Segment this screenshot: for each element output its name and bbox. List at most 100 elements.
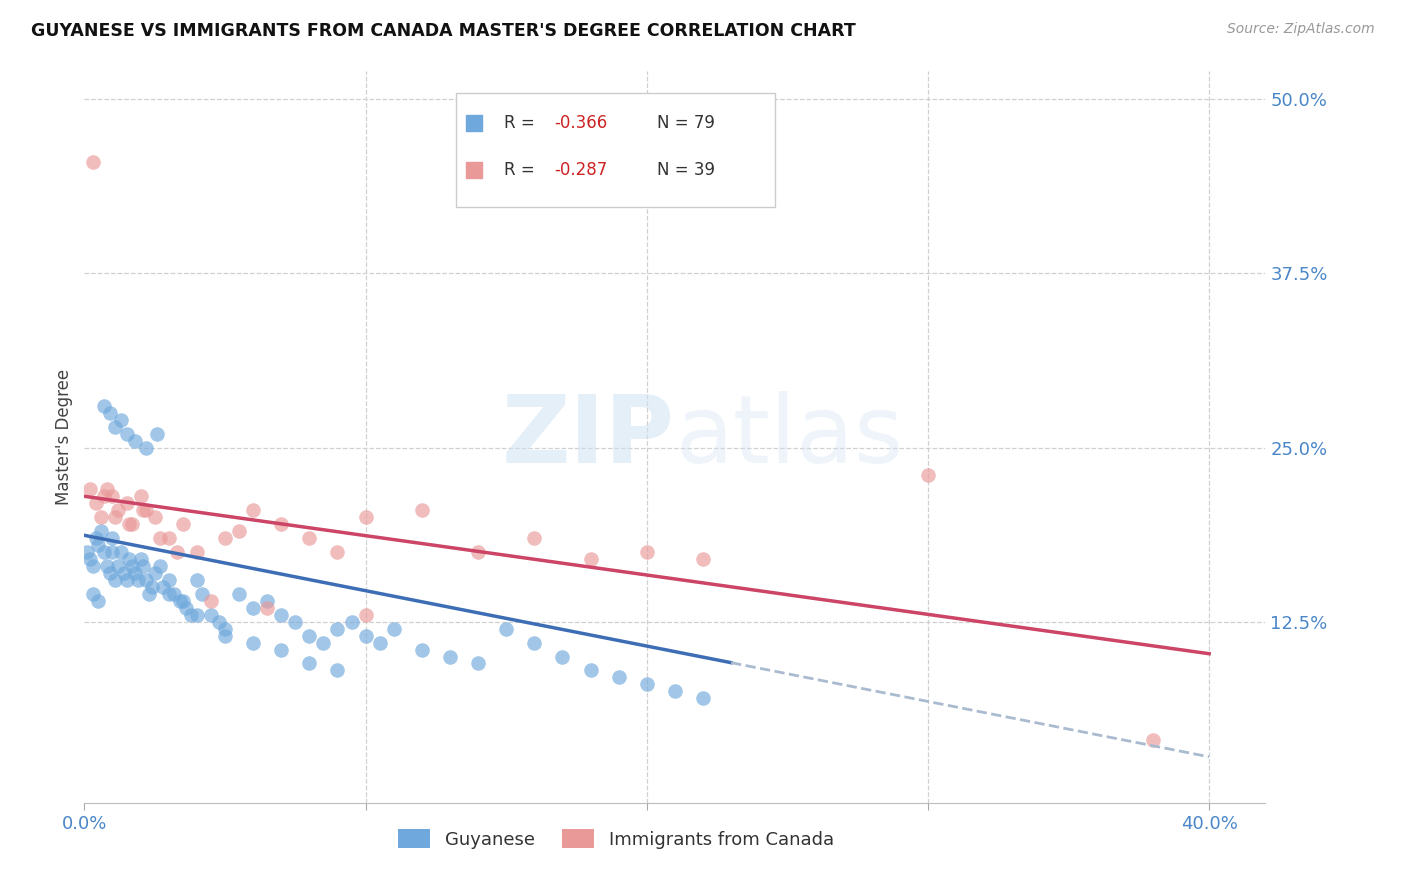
Point xyxy=(636,677,658,691)
Point xyxy=(354,510,377,524)
Point xyxy=(382,622,405,636)
Point xyxy=(84,496,107,510)
Point xyxy=(354,629,377,643)
Point xyxy=(157,587,180,601)
Point xyxy=(284,615,307,629)
Point xyxy=(214,531,236,545)
Point xyxy=(270,642,292,657)
Point xyxy=(118,517,141,532)
Text: R =: R = xyxy=(503,113,540,131)
Point xyxy=(121,517,143,532)
Point xyxy=(149,531,172,545)
Point xyxy=(166,545,188,559)
Point xyxy=(157,531,180,545)
Point xyxy=(115,573,138,587)
Point xyxy=(495,622,517,636)
Point xyxy=(214,629,236,643)
Point xyxy=(169,594,191,608)
Point xyxy=(129,489,152,503)
Point xyxy=(326,545,349,559)
Point xyxy=(132,503,155,517)
Point xyxy=(340,615,363,629)
Point xyxy=(467,657,489,671)
Text: Source: ZipAtlas.com: Source: ZipAtlas.com xyxy=(1227,22,1375,37)
Point xyxy=(579,664,602,678)
Point xyxy=(157,573,180,587)
Point xyxy=(112,566,135,580)
Text: GUYANESE VS IMMIGRANTS FROM CANADA MASTER'S DEGREE CORRELATION CHART: GUYANESE VS IMMIGRANTS FROM CANADA MASTE… xyxy=(31,22,856,40)
Point xyxy=(82,558,104,573)
Point xyxy=(96,558,118,573)
Point xyxy=(107,558,129,573)
Point xyxy=(93,489,115,503)
Point xyxy=(242,503,264,517)
Point xyxy=(186,607,208,622)
Point xyxy=(191,587,214,601)
Point xyxy=(143,566,166,580)
Point xyxy=(270,517,292,532)
Point xyxy=(214,622,236,636)
Point xyxy=(298,531,321,545)
Point xyxy=(124,566,146,580)
Point xyxy=(607,670,630,684)
Point xyxy=(149,558,172,573)
Point xyxy=(90,510,112,524)
Point xyxy=(354,607,377,622)
Point xyxy=(270,607,292,622)
Point xyxy=(129,552,152,566)
Point xyxy=(101,531,124,545)
Point xyxy=(90,524,112,538)
Legend: Guyanese, Immigrants from Canada: Guyanese, Immigrants from Canada xyxy=(391,822,841,856)
Point xyxy=(579,552,602,566)
Point xyxy=(242,600,264,615)
Point xyxy=(523,531,546,545)
Point xyxy=(326,664,349,678)
Point xyxy=(101,545,124,559)
Text: -0.366: -0.366 xyxy=(554,113,607,131)
Point xyxy=(84,531,107,545)
Point xyxy=(256,594,278,608)
Text: ZIP: ZIP xyxy=(502,391,675,483)
Point xyxy=(298,629,321,643)
Point xyxy=(104,419,127,434)
Point xyxy=(143,510,166,524)
Y-axis label: Master's Degree: Master's Degree xyxy=(55,369,73,505)
Point xyxy=(82,155,104,169)
Point xyxy=(104,510,127,524)
Point xyxy=(121,558,143,573)
Point xyxy=(93,545,115,559)
Point xyxy=(79,483,101,497)
Point xyxy=(172,594,194,608)
Point xyxy=(93,399,115,413)
Text: N = 39: N = 39 xyxy=(657,161,716,179)
Point xyxy=(135,503,157,517)
Point xyxy=(326,622,349,636)
Point xyxy=(163,587,186,601)
Point xyxy=(135,441,157,455)
Point xyxy=(256,600,278,615)
Point xyxy=(186,573,208,587)
Point xyxy=(664,684,686,698)
Point xyxy=(368,635,391,649)
Point xyxy=(110,412,132,426)
Point xyxy=(551,649,574,664)
Point xyxy=(228,587,250,601)
Point xyxy=(107,503,129,517)
Text: N = 79: N = 79 xyxy=(657,113,716,131)
Point xyxy=(82,587,104,601)
Text: -0.287: -0.287 xyxy=(554,161,607,179)
Point xyxy=(200,594,222,608)
Point xyxy=(152,580,174,594)
Point xyxy=(411,503,433,517)
Point xyxy=(76,545,98,559)
Point xyxy=(110,545,132,559)
Point xyxy=(118,552,141,566)
Point xyxy=(172,517,194,532)
Point xyxy=(141,580,163,594)
Point xyxy=(124,434,146,448)
Point xyxy=(523,635,546,649)
Text: atlas: atlas xyxy=(675,391,903,483)
Text: R =: R = xyxy=(503,161,540,179)
Point xyxy=(692,691,714,706)
Point xyxy=(132,558,155,573)
